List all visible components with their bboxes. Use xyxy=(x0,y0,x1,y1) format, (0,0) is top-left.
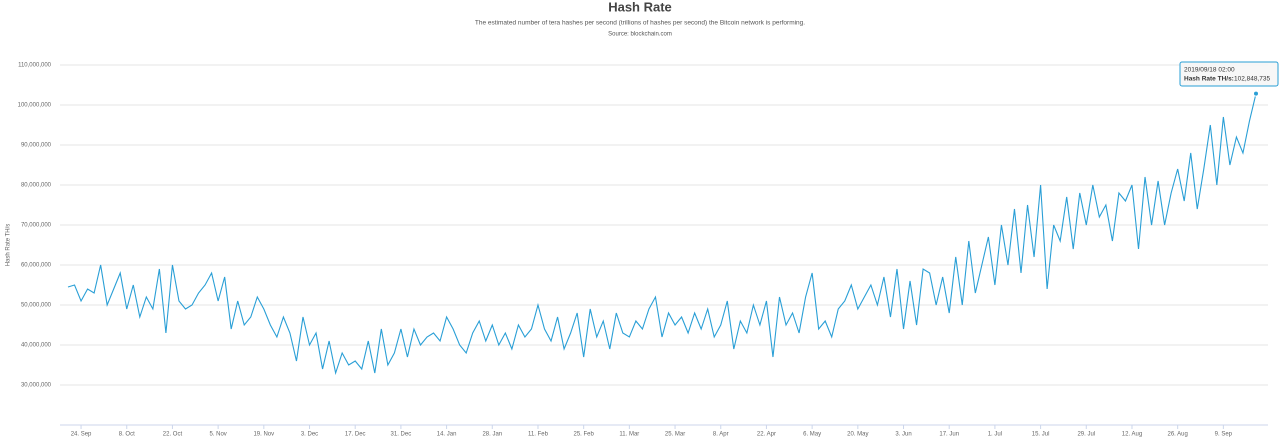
chart-subtitle: The estimated number of tera hashes per … xyxy=(475,20,805,27)
tooltip-value: 102,848,735 xyxy=(1234,76,1271,83)
tooltip-label: Hash Rate TH/s: xyxy=(1184,76,1234,83)
y-tick-label: 100,000,000 xyxy=(18,103,52,109)
chart-title: Hash Rate xyxy=(608,0,672,14)
x-tick-label: 28. Jan xyxy=(482,432,502,438)
y-tick-label: 70,000,000 xyxy=(21,223,52,229)
x-tick-label: 25. Mar xyxy=(665,432,685,438)
x-tick-label: 24. Sep xyxy=(71,432,92,438)
x-tick-label: 25. Feb xyxy=(573,432,594,438)
x-tick-label: 8. Oct xyxy=(119,432,135,438)
x-tick-label: 6. May xyxy=(803,432,821,438)
y-tick-label: 60,000,000 xyxy=(21,263,52,269)
x-tick-label: 19. Nov xyxy=(253,432,274,438)
y-tick-label: 90,000,000 xyxy=(21,143,52,149)
x-tick-label: 14. Jan xyxy=(437,432,457,438)
x-tick-label: 31. Dec xyxy=(391,432,412,438)
x-tick-label: 26. Aug xyxy=(1167,432,1187,438)
y-tick-label: 50,000,000 xyxy=(21,303,52,309)
y-axis-label: Hash Rate TH/s xyxy=(6,224,12,267)
x-tick-label: 12. Aug xyxy=(1122,432,1142,438)
line-series xyxy=(67,93,1257,376)
x-tick-label: 5. Nov xyxy=(209,432,226,438)
y-tick-label: 80,000,000 xyxy=(21,183,52,189)
x-tick-label: 22. Oct xyxy=(163,432,183,438)
hover-point xyxy=(1253,90,1259,97)
x-tick-label: 29. Jul xyxy=(1077,432,1095,438)
x-tick-label: 17. Jun xyxy=(939,432,959,438)
x-tick-label: 8. Apr xyxy=(713,432,729,438)
x-tick-label: 20. May xyxy=(847,432,868,438)
y-tick-label: 110,000,000 xyxy=(18,63,52,69)
x-tick-label: 15. Jul xyxy=(1032,432,1050,438)
tooltip-box xyxy=(1179,61,1279,87)
x-tick-label: 9. Sep xyxy=(1215,432,1233,438)
x-tick-label: 3. Dec xyxy=(301,432,318,438)
y-tick-label: 40,000,000 xyxy=(21,343,52,349)
x-tick-label: 11. Feb xyxy=(528,432,549,438)
chart-source: Source: blockchain.com xyxy=(608,32,672,38)
x-tick-label: 3. Jun xyxy=(895,432,911,438)
x-tick-label: 22. Apr xyxy=(757,432,776,438)
y-tick-label: 30,000,000 xyxy=(21,383,52,389)
x-tick-label: 1. Jul xyxy=(988,432,1002,438)
x-tick-label: 17. Dec xyxy=(345,432,366,438)
x-tick-label: 11. Mar xyxy=(619,432,639,438)
tooltip-date: 2019/09/18 02:00 xyxy=(1184,67,1235,74)
